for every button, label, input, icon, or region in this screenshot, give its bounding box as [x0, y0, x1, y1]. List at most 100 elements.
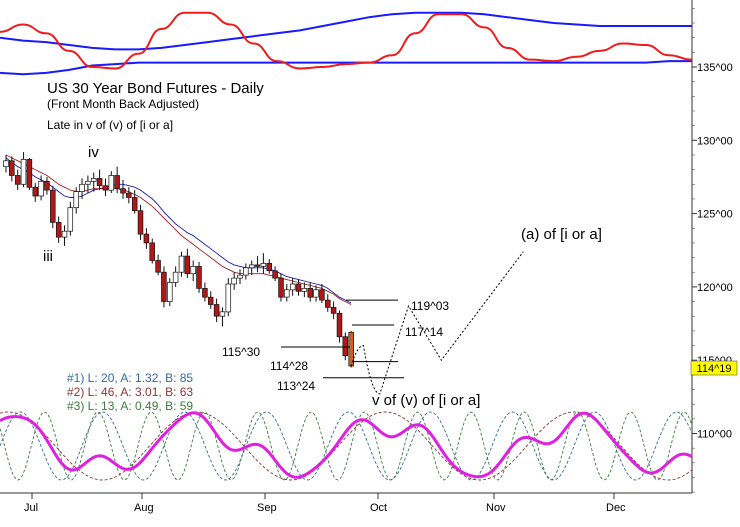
candle-body — [225, 283, 232, 313]
y-tick-label: 110^00 — [697, 429, 732, 441]
y-tick-label: 130^00 — [697, 135, 733, 147]
projection-label-v: v of (v) of [i or a] — [372, 392, 480, 409]
cycle-legend-3: #3) L: 13, A: 0.49, B: 59 — [67, 399, 193, 413]
candle-body — [96, 178, 103, 187]
x-tick-label: Aug — [134, 502, 154, 514]
y-tick-label: 135^00 — [697, 62, 733, 74]
candle-body — [26, 159, 33, 188]
candle-body — [336, 312, 343, 338]
x-tick-label: Oct — [370, 502, 387, 514]
candle-body — [248, 264, 255, 269]
last-price-badge — [690, 360, 738, 376]
level-label-114-28: 114^28 — [270, 359, 308, 373]
candle-body — [307, 288, 313, 298]
level-label-115-30: 115^30 — [222, 345, 260, 359]
candle-body — [289, 283, 296, 291]
candle-body — [161, 271, 167, 302]
candle-body — [184, 255, 191, 275]
candle-body — [172, 271, 179, 283]
candle-body — [202, 288, 208, 298]
level-label-119-03: 119^03 — [411, 299, 449, 313]
candle-body — [237, 274, 243, 279]
candle-body — [90, 178, 97, 182]
candle-body — [102, 185, 109, 191]
composite-cycle-line — [0, 411, 693, 479]
candle-body — [284, 289, 290, 298]
candle-body — [272, 270, 278, 279]
candle-body — [3, 160, 9, 168]
oscillator-upper-band — [0, 11, 692, 51]
candle-body — [73, 191, 79, 209]
level-label-113-24: 113^24 — [277, 379, 315, 393]
moving-averages — [5, 154, 352, 305]
wave-label-iii: iii — [43, 248, 53, 265]
x-tick-label: Jul — [24, 502, 38, 514]
candle-body — [330, 307, 337, 314]
candle-body — [50, 189, 56, 223]
candle-body — [114, 175, 120, 190]
x-tick-label: Dec — [606, 502, 626, 514]
y-tick-label: 125^00 — [697, 209, 733, 221]
candle-body — [295, 283, 302, 292]
candle-body — [190, 266, 196, 275]
wave-label-iv: iv — [88, 144, 99, 161]
chart-note: Late in v of (v) of [i or a] — [47, 118, 173, 132]
candle-body — [32, 186, 39, 197]
candle-body — [79, 183, 85, 192]
candle-body — [243, 267, 249, 276]
last-price-label: 114^19 — [697, 363, 732, 375]
candle-body — [9, 160, 15, 176]
candle-body — [120, 188, 126, 194]
candle-body — [219, 311, 226, 317]
projection-path — [350, 251, 524, 395]
projection-dotted-line — [350, 251, 524, 395]
cycle-legend-2: #2) L: 46, A: 3.01, B: 63 — [67, 385, 193, 399]
candle-body — [213, 304, 220, 317]
candle-body — [278, 277, 284, 298]
candle-body — [167, 282, 173, 302]
price-levels — [281, 299, 404, 379]
candle-body — [44, 180, 50, 191]
candle-body — [67, 207, 74, 232]
candle-body — [260, 263, 267, 267]
candle-body — [131, 197, 138, 212]
cycle-wave-3 — [0, 411, 693, 481]
x-tick-label: Sep — [257, 502, 277, 514]
candle-body — [313, 289, 319, 298]
chart-subtitle: (Front Month Back Adjusted) — [47, 97, 199, 111]
candle-body — [266, 263, 273, 272]
candle-body — [155, 260, 161, 273]
oscillator-line — [0, 11, 693, 70]
candle-body — [38, 180, 44, 197]
candle-body — [207, 296, 214, 305]
candle-body — [137, 210, 144, 235]
candle-body — [143, 233, 150, 244]
candle-body — [14, 175, 21, 185]
oscillator-lower-band — [0, 60, 692, 76]
y-tick-label: 120^00 — [697, 282, 733, 294]
x-tick-label: Nov — [486, 502, 506, 514]
cycle-waves — [0, 411, 693, 481]
candle-body — [342, 336, 349, 357]
chart-title: US 30 Year Bond Futures - Daily — [47, 80, 264, 97]
candle-body — [319, 289, 325, 301]
candle-body — [301, 288, 308, 292]
candle-body — [178, 255, 185, 273]
candle-body — [85, 180, 91, 185]
level-label-117-14: 117^14 — [405, 325, 443, 339]
candle-body — [196, 266, 202, 289]
cycle-wave-1 — [0, 411, 693, 481]
candle-body — [61, 230, 68, 238]
candle-body — [254, 264, 261, 267]
moving-average-line-2 — [5, 154, 352, 305]
projection-label-a: (a) of [i or a] — [521, 226, 602, 243]
moving-average-line-1 — [5, 157, 352, 304]
candle-body — [325, 299, 331, 308]
x-axis-ticks: Jul Aug Sep Oct Nov Dec — [24, 493, 626, 514]
candle-body — [20, 159, 27, 185]
candle-body — [149, 242, 155, 261]
candle-body — [126, 192, 132, 198]
cycle-legend-1: #1) L: 20, A: 1.32, B: 85 — [67, 371, 193, 385]
